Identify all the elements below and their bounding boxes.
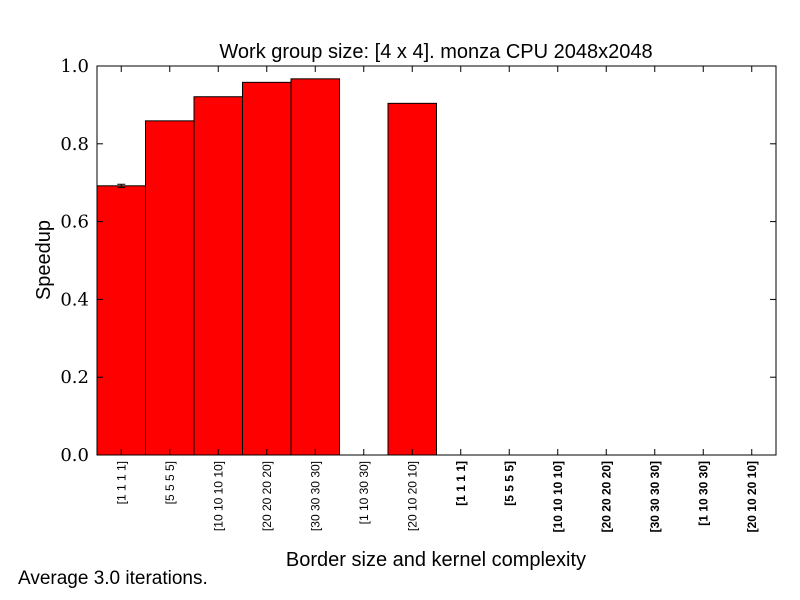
x-tick-label: [20 10 20 10] (405, 461, 419, 531)
y-tick-label: 0.0 (60, 445, 89, 466)
bar (290, 78, 340, 456)
y-axis: 0.0 0.2 0.4 0.6 0.8 1.0 (60, 56, 776, 466)
x-tick-label: [1 1 1 1] (114, 461, 128, 504)
bar (387, 102, 437, 456)
x-tick-label: [30 30 30 30] (648, 461, 662, 532)
y-axis-label: Speedup (33, 220, 55, 300)
x-tick-label: [1 10 30 30] (357, 461, 371, 524)
error-bars-group (117, 183, 126, 188)
chart-title: Work group size: [4 x 4]. monza CPU 2048… (219, 41, 652, 63)
x-tick-label: [1 1 1 1] (454, 461, 468, 506)
x-tick-label: [10 10 10 10] (551, 461, 565, 532)
bar (145, 120, 195, 456)
footnote: Average 3.0 iterations. (18, 568, 208, 589)
bar (242, 81, 292, 456)
y-tick-label: 0.2 (60, 367, 89, 388)
bars-group (96, 78, 437, 456)
x-tick-label: [5 5 5 5] (502, 461, 516, 506)
x-tick-label: [10 10 10 10] (211, 461, 225, 531)
bar (193, 96, 243, 456)
y-tick-label: 0.8 (60, 134, 89, 155)
y-tick-label: 1.0 (60, 56, 89, 77)
x-tick-label: [1 10 30 30] (696, 461, 710, 526)
y-tick-label: 0.6 (60, 212, 89, 233)
y-tick-label: 0.4 (60, 289, 89, 310)
bar (96, 185, 146, 456)
x-tick-label: [30 30 30 30] (308, 461, 322, 531)
plot-frame (96, 65, 777, 456)
x-tick-label: [20 10 20 10] (745, 461, 759, 532)
x-tick-label: [5 5 5 5] (163, 461, 177, 504)
x-tick-label: [20 20 20 20] (260, 461, 274, 531)
x-axis: [1 1 1 1] [5 5 5 5] [10 10 10 10] [20 20 20… (114, 66, 759, 532)
x-axis-label: Border size and kernel complexity (286, 549, 586, 571)
x-tick-label: [20 20 20 20] (599, 461, 613, 532)
